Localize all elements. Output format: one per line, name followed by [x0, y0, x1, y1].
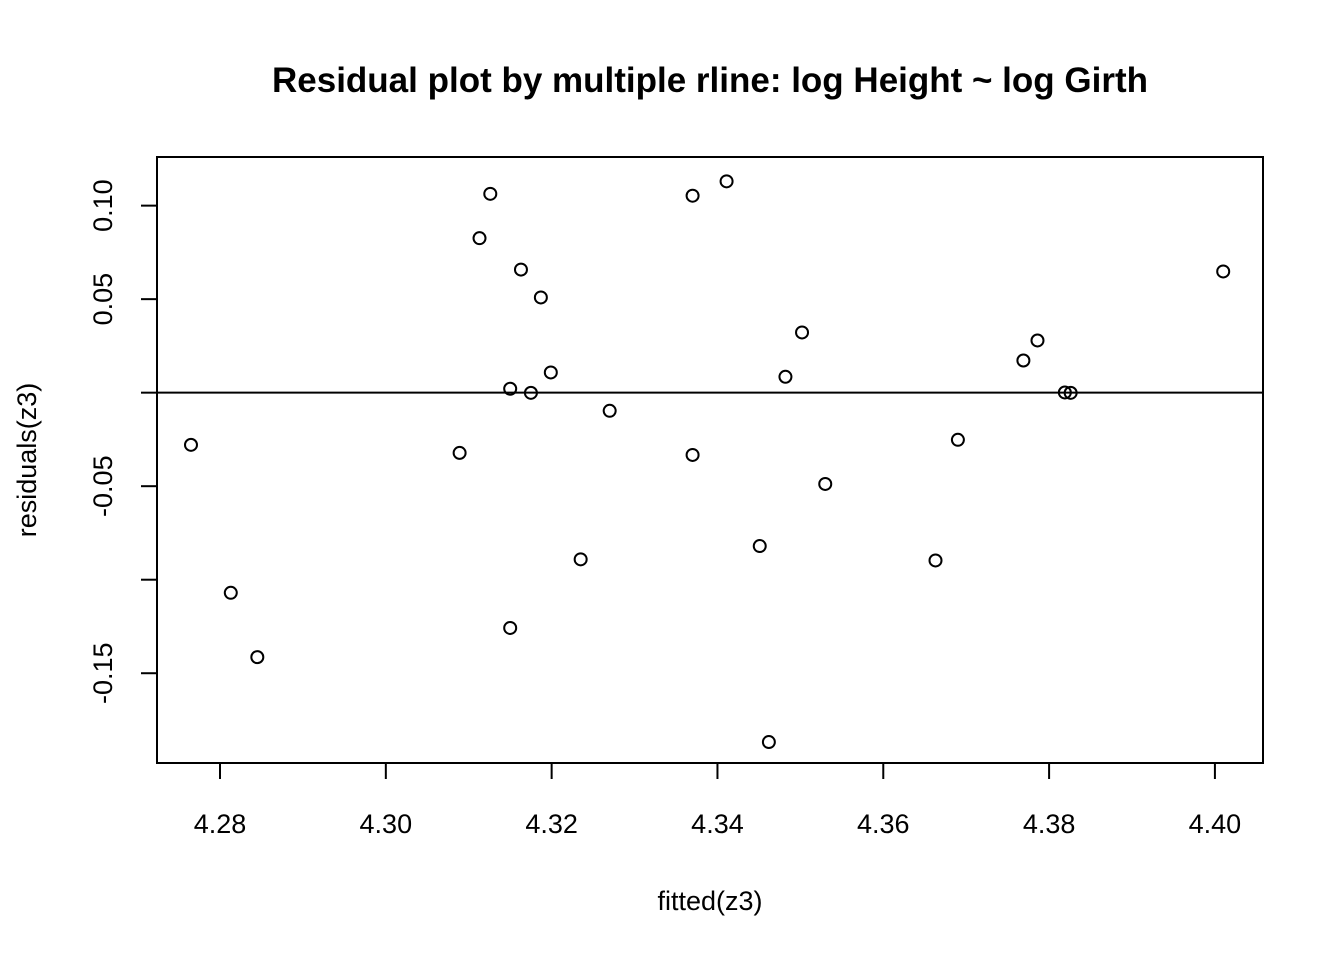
plot-frame [156, 156, 1264, 764]
y-tick-label: -0.05 [88, 455, 118, 517]
data-point [503, 381, 518, 396]
data-point [761, 735, 776, 750]
data-point [685, 188, 700, 203]
x-tick-label: 4.36 [857, 809, 910, 839]
y-tick-label: -0.15 [88, 642, 118, 704]
data-point [602, 403, 617, 418]
data-point [818, 476, 833, 491]
data-point [1030, 333, 1045, 348]
x-tick-label: 4.34 [691, 809, 744, 839]
data-point [573, 552, 588, 567]
data-point [183, 437, 198, 452]
x-tick-label: 4.38 [1023, 809, 1076, 839]
data-point [523, 385, 538, 400]
data-point [1057, 385, 1072, 400]
data-point [752, 539, 767, 554]
data-point [250, 650, 265, 665]
data-point [452, 445, 467, 460]
chart-title: Residual plot by multiple rline: log Hei… [272, 61, 1148, 100]
x-tick-label: 4.32 [525, 809, 578, 839]
data-point [719, 174, 734, 189]
data-point [950, 432, 965, 447]
data-point [483, 186, 498, 201]
data-point [778, 369, 793, 384]
data-point [472, 231, 487, 246]
data-point [1216, 264, 1231, 279]
data-points [183, 174, 1231, 750]
data-point [928, 553, 943, 568]
x-axis: 4.28 4.30 4.32 4.34 4.36 4.38 4.40 [194, 762, 1242, 839]
data-point [223, 585, 238, 600]
x-tick-label: 4.40 [1189, 809, 1242, 839]
x-axis-label: fitted(z3) [657, 886, 762, 916]
data-point [543, 365, 558, 380]
data-point [513, 262, 528, 277]
data-point [795, 325, 810, 340]
data-point [1063, 385, 1078, 400]
y-tick-label: 0.10 [88, 179, 118, 232]
y-axis: -0.15 -0.05 0.05 0.10 [88, 179, 158, 704]
data-point [685, 447, 700, 462]
y-axis-label: residuals(z3) [12, 383, 42, 538]
data-point [1016, 353, 1031, 368]
x-tick-label: 4.30 [360, 809, 413, 839]
data-point [503, 620, 518, 635]
y-tick-label: 0.05 [88, 273, 118, 326]
x-tick-label: 4.28 [194, 809, 247, 839]
data-point [533, 290, 548, 305]
